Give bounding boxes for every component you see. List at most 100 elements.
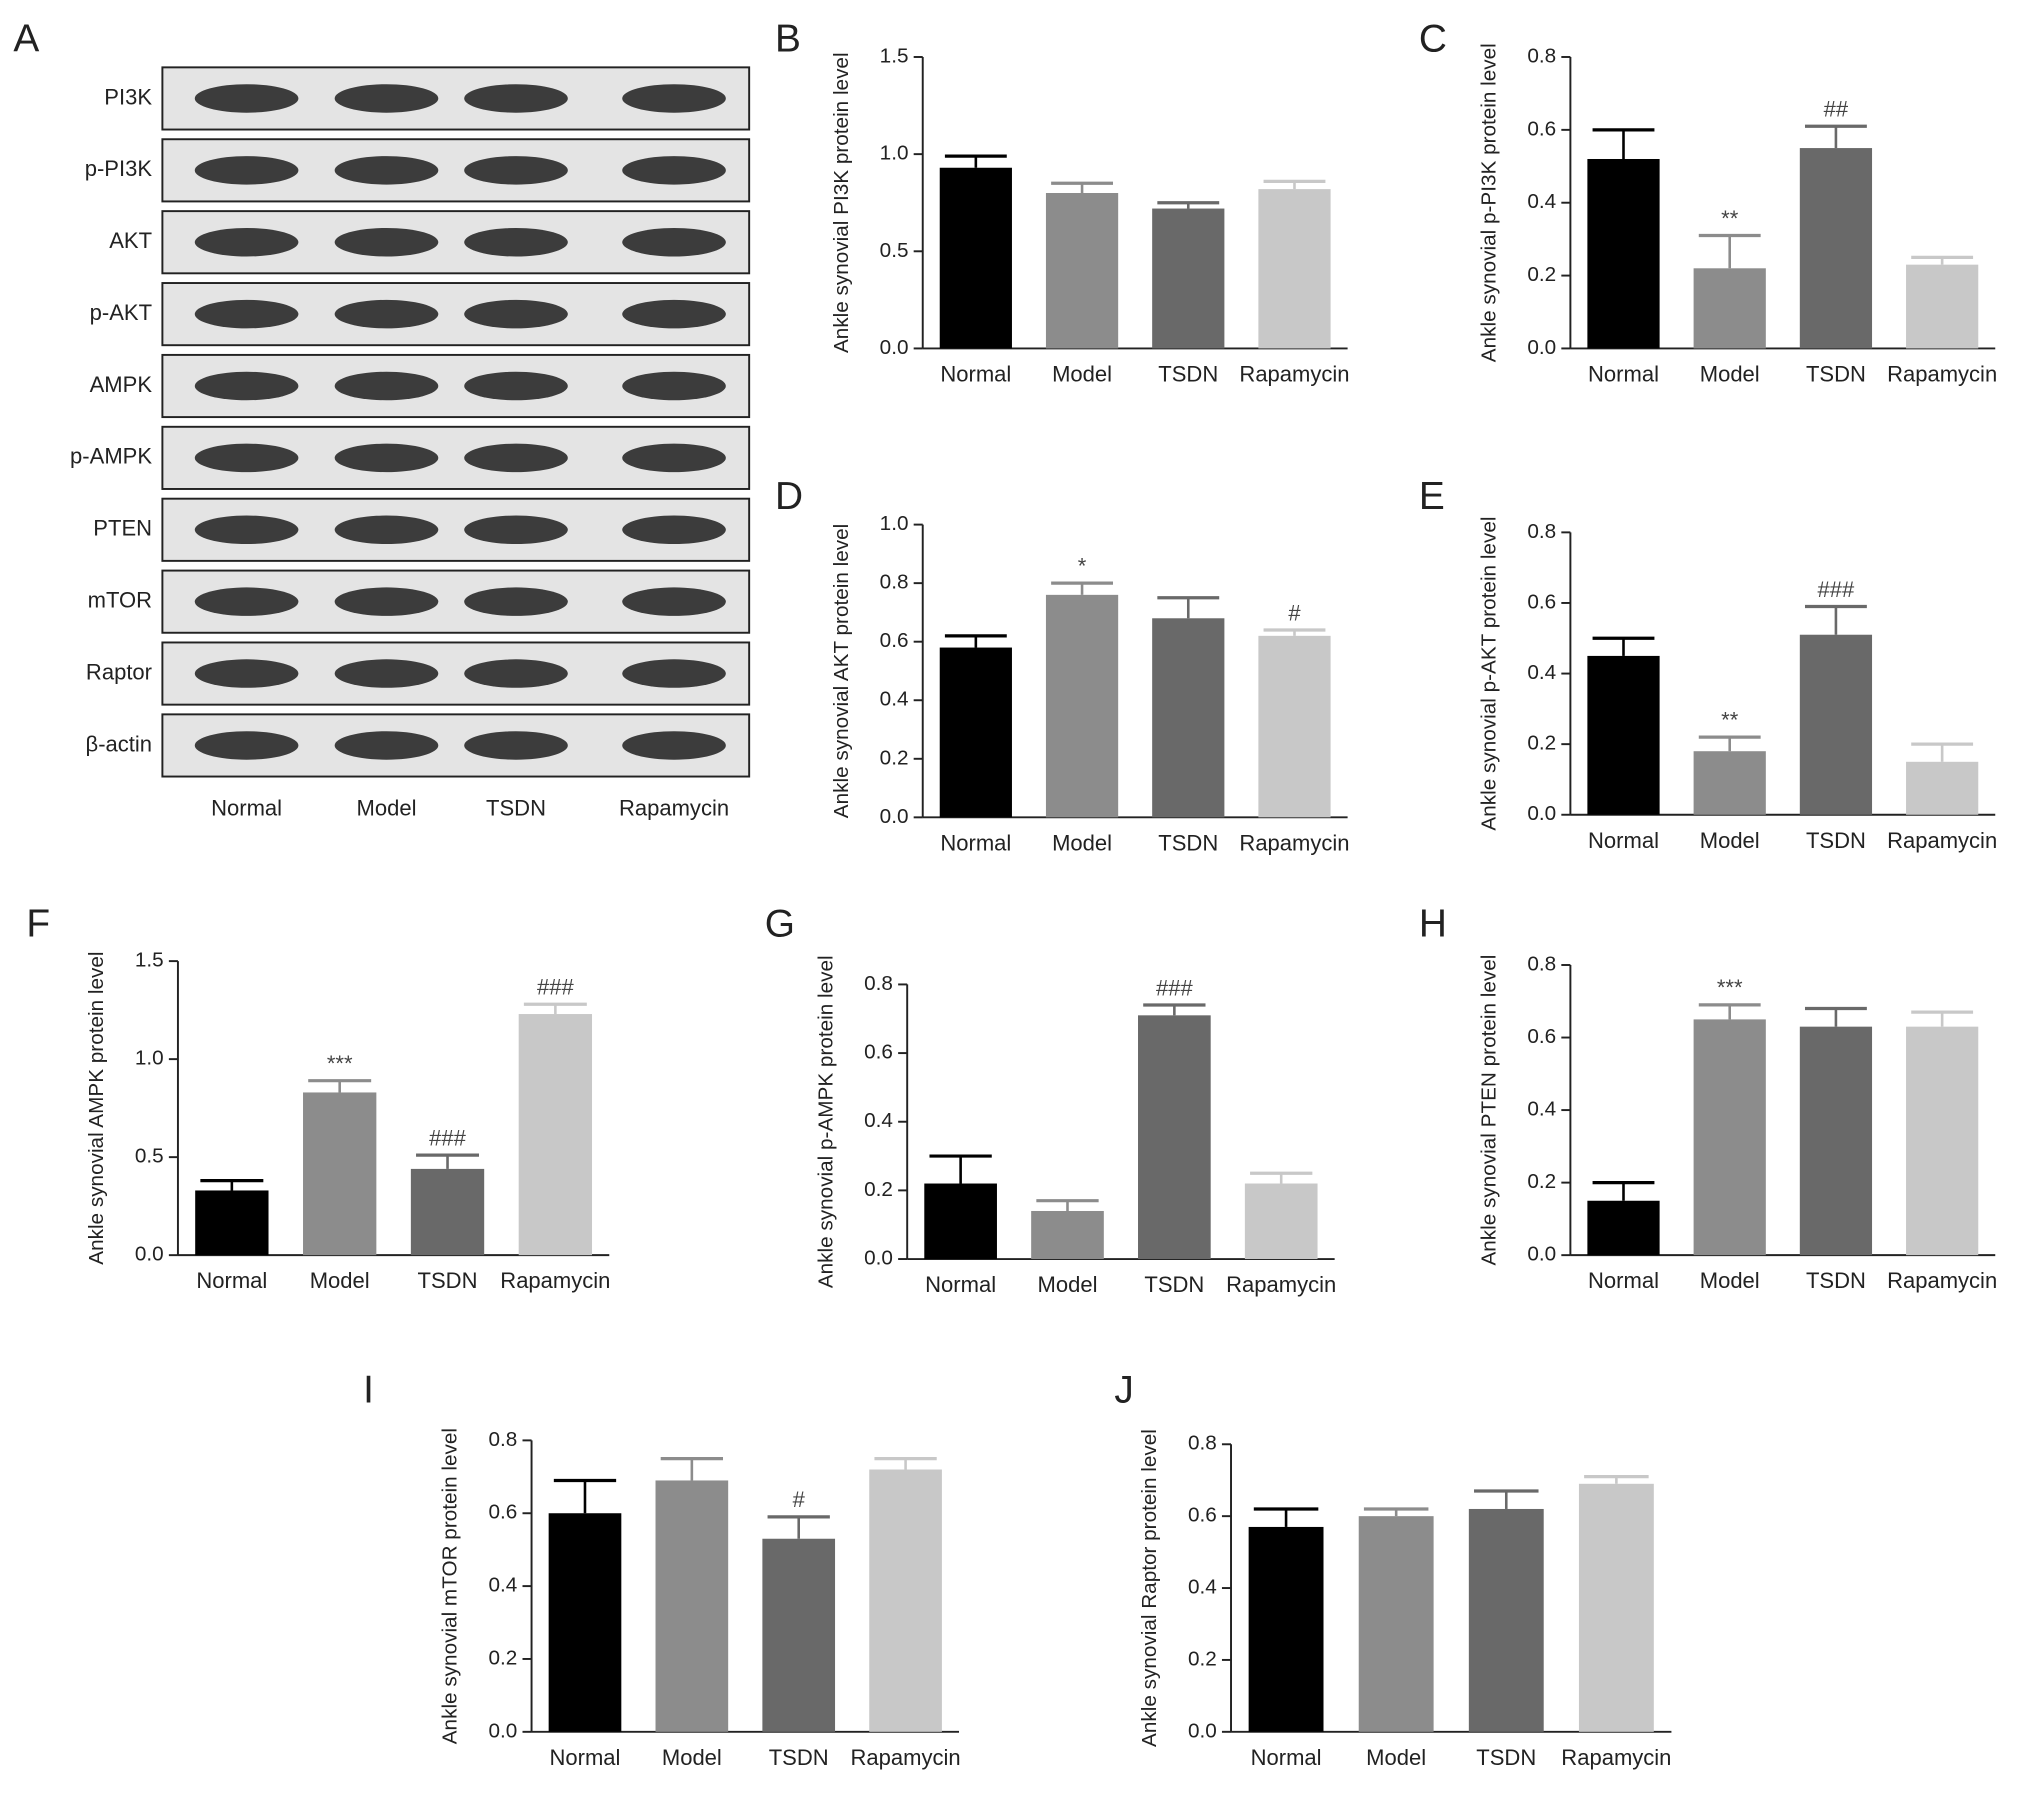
bar [1248, 1526, 1324, 1732]
y-tick-label: 1.0 [880, 512, 909, 535]
x-tick-label: Rapamycin [1887, 1268, 1997, 1293]
significance-label: ** [1721, 206, 1739, 231]
y-tick-label: 0.0 [135, 1243, 164, 1266]
panel-label: G [765, 902, 795, 945]
x-tick-label: TSDN [1158, 361, 1218, 386]
x-tick-label: Normal [1251, 1745, 1322, 1770]
blot-band [334, 156, 439, 185]
blot-band [194, 443, 299, 473]
panel-label: C [1419, 18, 1447, 61]
y-tick-label: 0.4 [1527, 1098, 1556, 1121]
bar [1578, 1483, 1654, 1732]
bar [1138, 1015, 1211, 1260]
blot-row-label: AKT [109, 228, 152, 253]
y-tick-label: 0.0 [1188, 1719, 1217, 1742]
y-tick-label: 0.0 [1527, 336, 1556, 359]
x-tick-label: TSDN [418, 1268, 478, 1293]
blot-column-label: Rapamycin [619, 795, 729, 820]
panel-label: B [775, 18, 801, 61]
significance-label: *** [327, 1051, 353, 1076]
y-tick-label: 0.0 [488, 1719, 517, 1742]
bar [303, 1092, 377, 1256]
y-tick-label: 0.8 [1527, 520, 1556, 543]
y-tick-label: 0.2 [880, 746, 909, 769]
significance-label: ** [1721, 707, 1739, 732]
blot-band [622, 156, 726, 185]
bar [1799, 148, 1873, 349]
blot-band [334, 299, 439, 329]
blot-row-label: mTOR [88, 587, 152, 612]
blot-band [194, 84, 299, 113]
y-tick-label: 0.6 [1188, 1504, 1217, 1527]
blot-band [622, 371, 726, 401]
significance-label: # [793, 1487, 806, 1512]
y-tick-label: 0.8 [880, 571, 909, 594]
x-tick-label: Normal [196, 1268, 267, 1293]
x-tick-label: Rapamycin [500, 1268, 610, 1293]
significance-label: *** [1717, 975, 1743, 1000]
y-tick-label: 0.8 [488, 1428, 517, 1451]
x-tick-label: Rapamycin [1887, 361, 1997, 386]
bar [1152, 208, 1225, 349]
y-axis-label: Ankle synovial p-AKT protein level [1478, 517, 1501, 831]
y-tick-label: 0.4 [488, 1574, 517, 1597]
blot-band [334, 659, 439, 688]
x-tick-label: TSDN [1144, 1272, 1204, 1297]
panel-label: I [363, 1369, 374, 1412]
blot-band [334, 443, 439, 473]
x-tick-label: Model [1700, 828, 1760, 853]
panel-label: H [1419, 902, 1447, 945]
significance-label: ## [1824, 96, 1849, 121]
blot-column-label: TSDN [486, 795, 546, 820]
panel-label: J [1114, 1369, 1133, 1412]
blot-band [622, 299, 726, 329]
y-tick-label: 0.4 [880, 688, 909, 711]
blot-band [334, 84, 439, 113]
blot-row-label: p-PI3K [85, 156, 153, 181]
blot-band [334, 515, 439, 545]
blot-band [464, 731, 568, 760]
bar [869, 1469, 942, 1732]
bar [195, 1190, 269, 1256]
y-axis-label: Ankle synovial PI3K protein level [830, 52, 853, 353]
y-tick-label: 0.6 [1527, 590, 1556, 613]
x-tick-label: Model [1366, 1745, 1426, 1770]
y-axis-label: Ankle synovial PTEN protein level [1478, 955, 1501, 1266]
bar [1258, 635, 1331, 818]
blot-band [464, 227, 568, 257]
blot-band [464, 371, 568, 401]
x-tick-label: TSDN [1806, 361, 1866, 386]
y-tick-label: 0.8 [864, 972, 893, 995]
y-tick-label: 0.2 [1527, 1170, 1556, 1193]
x-tick-label: TSDN [1158, 830, 1218, 855]
blot-band [334, 587, 439, 616]
y-tick-label: 0.4 [1527, 661, 1556, 684]
blot-column-label: Normal [211, 795, 282, 820]
blot-band [334, 371, 439, 401]
bar [1152, 618, 1225, 818]
blot-band [194, 515, 299, 545]
x-tick-label: Rapamycin [1239, 361, 1349, 386]
y-tick-label: 0.4 [864, 1109, 893, 1132]
y-tick-label: 0.2 [488, 1646, 517, 1669]
bar [1358, 1516, 1434, 1732]
x-tick-label: Model [1700, 361, 1760, 386]
blot-band [622, 84, 726, 113]
blot-band [194, 299, 299, 329]
significance-label: # [1288, 600, 1301, 625]
bar [1799, 1026, 1873, 1256]
blot-band [622, 515, 726, 545]
blot-row-label: Raptor [86, 659, 152, 684]
blot-band [334, 227, 439, 257]
x-tick-label: Model [1038, 1272, 1098, 1297]
blot-band [194, 587, 299, 616]
bar [1045, 193, 1119, 349]
y-tick-label: 0.8 [1527, 44, 1556, 67]
blot-column-label: Model [356, 795, 416, 820]
bar [1468, 1508, 1544, 1732]
y-axis-label: Ankle synovial AMPK protein level [85, 952, 108, 1265]
x-tick-label: Normal [940, 830, 1011, 855]
x-tick-label: TSDN [1806, 828, 1866, 853]
y-axis-label: Ankle synovial mTOR protein level [439, 1428, 462, 1744]
